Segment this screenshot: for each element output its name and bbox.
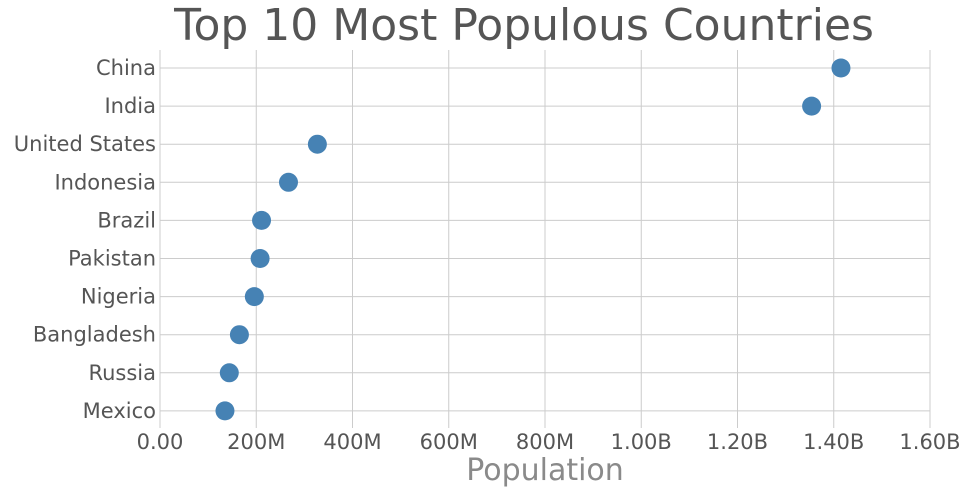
x-tick-label: 1.20B [707,430,768,454]
category-labels: China India United States Indonesia Brazil Pa… [14,56,156,423]
data-point-pakistan[interactable] [250,249,270,268]
data-point-india[interactable] [802,96,822,116]
x-tick-label: 1.40B [803,430,864,454]
category-label: Brazil [97,208,156,232]
x-tick-labels: 0.00 200M 400M 600M 800M 1.00B 1.20B 1.40B 1.60B [137,430,960,454]
category-label: Indonesia [54,170,156,194]
chart-title: Top 10 Most Populous Countries [173,0,874,51]
category-label: Nigeria [81,285,156,309]
category-label: China [96,56,156,80]
x-tick-label: 800M [516,430,574,454]
x-tick-label: 1.00B [611,430,672,454]
x-tick-label: 400M [323,430,381,454]
data-point-indonesia[interactable] [278,172,298,192]
x-tick-label: 200M [227,430,285,454]
data-point-mexico[interactable] [215,401,235,421]
category-label: Pakistan [68,247,156,271]
data-point-china[interactable] [831,58,851,78]
data-point-brazil[interactable] [252,210,272,230]
category-label: United States [14,132,156,156]
x-tick-label: 1.60B [899,430,960,454]
category-label: Russia [88,361,156,385]
category-label: India [104,94,156,118]
data-point-bangladesh[interactable] [229,325,249,345]
grid-lines [159,50,931,428]
category-label: Bangladesh [33,323,156,347]
data-point-nigeria[interactable] [244,287,264,307]
x-tick-label: 600M [420,430,478,454]
category-label: Mexico [83,399,156,423]
x-tick-label: 0.00 [137,430,184,454]
data-points [215,58,851,421]
x-axis-title: Population [466,453,624,488]
data-point-russia[interactable] [219,363,239,383]
data-point-united-states[interactable] [307,134,327,154]
